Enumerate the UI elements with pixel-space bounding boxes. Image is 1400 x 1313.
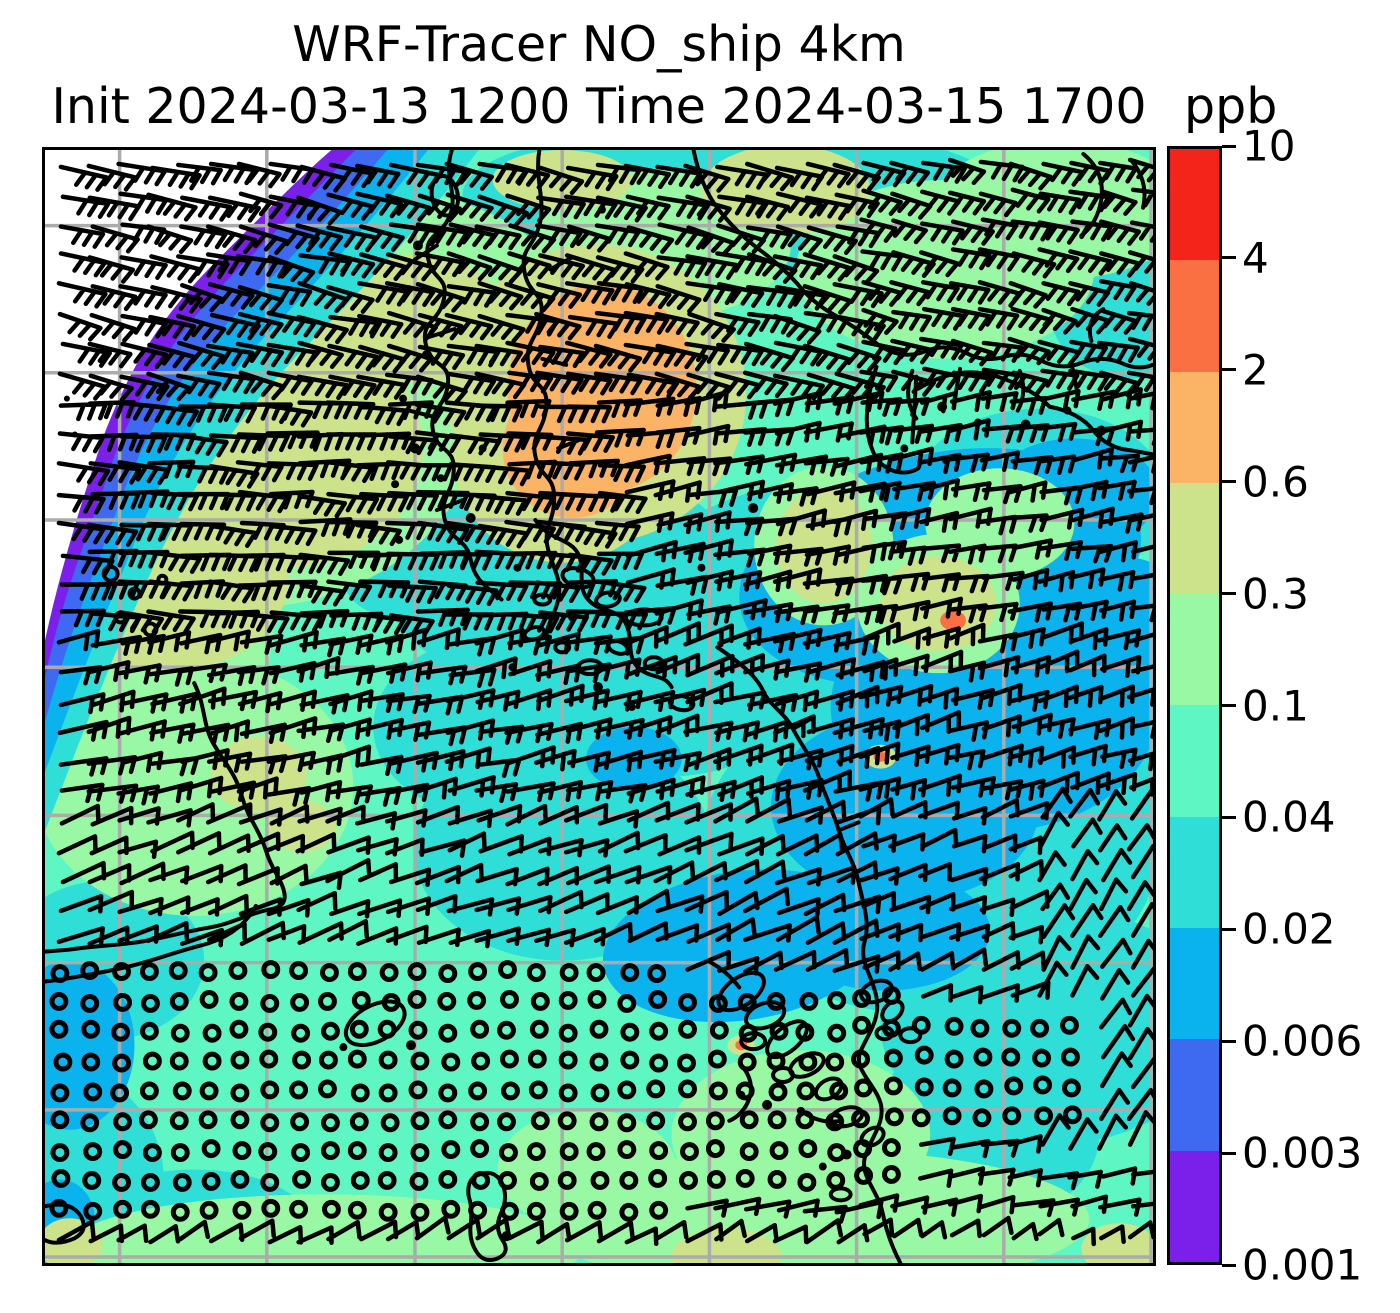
small-island — [762, 1099, 773, 1110]
small-island — [339, 1043, 348, 1052]
colorbar-tick-label: 4 — [1242, 233, 1269, 283]
colorbar-tick — [1222, 592, 1236, 596]
colorbar-tick-label: 0.001 — [1242, 1240, 1363, 1290]
colorbar-segment — [1170, 928, 1219, 1040]
small-island — [399, 394, 408, 403]
colorbar-tick — [1222, 144, 1236, 148]
field-blue-blob — [892, 718, 949, 759]
chart-title: WRF-Tracer NO_ship 4km — [292, 16, 906, 73]
coastline — [413, 243, 439, 262]
colorbar-tick — [1222, 480, 1236, 484]
small-island — [900, 444, 909, 453]
colorbar-segment — [1170, 482, 1219, 595]
coastline — [707, 959, 742, 990]
field-khaki-blob — [211, 736, 307, 813]
island-outline — [594, 590, 622, 609]
small-island — [818, 1162, 827, 1171]
colorbar-tick-label: 0.02 — [1242, 904, 1336, 954]
colorbar-tick-label: 0.003 — [1242, 1128, 1363, 1178]
small-island — [593, 682, 603, 693]
colorbar-tick — [1222, 1039, 1236, 1043]
coastline — [916, 370, 1052, 409]
colorbar-tick — [1222, 1263, 1236, 1267]
field-green-blob — [497, 1109, 677, 1230]
colorbar-segment — [1170, 594, 1219, 706]
small-island — [748, 503, 759, 514]
coastline — [1079, 151, 1104, 238]
colorbar-segment — [1170, 705, 1219, 817]
island-outline — [553, 640, 572, 655]
island-outline — [771, 1066, 795, 1084]
island-outline — [898, 1026, 923, 1045]
island-outline — [743, 1000, 787, 1031]
coastline — [466, 1170, 508, 1262]
colorbar-tick — [1222, 815, 1236, 819]
colorbar-tick — [1222, 368, 1236, 372]
colorbar-segment — [1170, 149, 1219, 261]
colorbar-segment — [1170, 371, 1219, 483]
colorbar-tick-label: 0.006 — [1242, 1016, 1363, 1066]
colorbar-segment — [1170, 816, 1219, 929]
chart-subtitle: Init 2024-03-13 1200 Time 2024-03-15 170… — [51, 78, 1147, 135]
field-speck — [940, 610, 967, 631]
calm-wind-circles — [49, 960, 1082, 1222]
coastline — [836, 820, 861, 833]
colorbar-tick-label: 10 — [1242, 121, 1296, 171]
colorbar-tick-label: 0.04 — [1242, 792, 1336, 842]
small-island — [406, 1040, 416, 1051]
colorbar-tick — [1222, 704, 1236, 707]
colorbar-unit-label: ppb — [1184, 78, 1278, 135]
small-island — [465, 513, 476, 523]
colorbar-tick-label: 2 — [1242, 345, 1269, 395]
colorbar-segment — [1170, 1039, 1219, 1151]
colorbar-segment — [1170, 260, 1219, 372]
island-outline — [880, 999, 905, 1024]
wind-barbs — [56, 157, 1153, 1247]
colorbar-tick — [1222, 927, 1236, 931]
map-plot — [42, 147, 1156, 1266]
small-island — [63, 395, 70, 402]
small-island — [391, 480, 400, 489]
small-island — [697, 563, 706, 572]
colorbar-tick-label: 0.6 — [1242, 457, 1309, 507]
island-outline — [716, 970, 766, 1013]
coastline — [45, 903, 258, 984]
wind-barb-layer — [49, 157, 1153, 1247]
colorbar-tick — [1222, 1151, 1236, 1155]
colorbar-tick-label: 0.3 — [1242, 569, 1309, 619]
colorbar-segment — [1170, 1150, 1219, 1262]
map-canvas — [45, 150, 1153, 1263]
colorbar-tick-label: 0.1 — [1242, 681, 1309, 730]
field-green-blob — [930, 150, 1153, 280]
colorbar-tick — [1222, 256, 1236, 260]
colorbar — [1167, 146, 1222, 1265]
